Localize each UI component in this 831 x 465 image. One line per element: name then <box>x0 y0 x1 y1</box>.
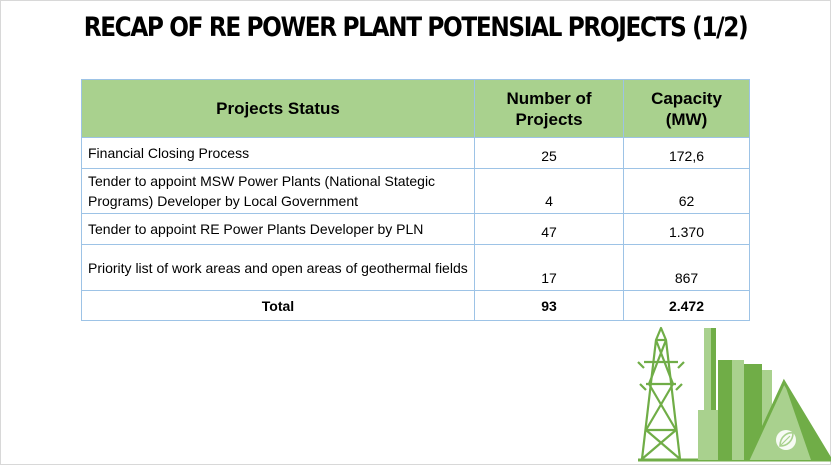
cell-capacity: 867 <box>623 244 750 291</box>
total-row: Total 93 2.472 <box>81 290 750 321</box>
header-projects-status: Projects Status <box>81 79 475 138</box>
table-row: Priority list of work areas and open are… <box>81 244 750 291</box>
slide-title: RECAP OF RE POWER PLANT POTENSIAL PROJEC… <box>83 12 749 43</box>
header-projects-status-label: Projects Status <box>216 99 340 118</box>
cell-number-of-projects: 47 <box>474 213 624 245</box>
header-number-line2: Projects <box>515 109 583 129</box>
cell-number-of-projects: 25 <box>474 137 624 169</box>
cell-capacity: 62 <box>623 168 750 214</box>
header-capacity-line2: (MW) <box>665 109 708 129</box>
transmission-tower-icon <box>637 326 685 460</box>
cell-project-status: Tender to appoint RE Power Plants Develo… <box>81 213 475 245</box>
leaf-mountain-icon <box>746 378 831 461</box>
header-capacity: Capacity (MW) <box>623 79 750 138</box>
table-row: Tender to appoint RE Power Plants Develo… <box>81 213 750 245</box>
header-number-of-projects: Number of Projects <box>474 79 624 138</box>
cell-capacity: 1.370 <box>623 213 750 245</box>
total-number-of-projects: 93 <box>474 290 624 321</box>
cell-project-status: Financial Closing Process <box>81 137 475 169</box>
power-plant-illustration <box>637 326 831 462</box>
total-capacity: 2.472 <box>623 290 750 321</box>
cell-project-status: Priority list of work areas and open are… <box>81 244 475 291</box>
header-number-line1: Number of <box>506 88 592 108</box>
power-plant-building-icon <box>698 328 772 460</box>
table-row: Financial Closing Process 25 172,6 <box>81 137 750 169</box>
header-capacity-line1: Capacity <box>651 88 722 108</box>
total-label: Total <box>81 290 475 321</box>
cell-project-status: Tender to appoint MSW Power Plants (Nati… <box>81 168 475 214</box>
table-row: Tender to appoint MSW Power Plants (Nati… <box>81 168 750 214</box>
cell-number-of-projects: 4 <box>474 168 624 214</box>
cell-number-of-projects: 17 <box>474 244 624 291</box>
header-row: Projects Status Number of Projects Capac… <box>81 79 750 138</box>
cell-capacity: 172,6 <box>623 137 750 169</box>
recap-table: Projects Status Number of Projects Capac… <box>81 79 750 321</box>
